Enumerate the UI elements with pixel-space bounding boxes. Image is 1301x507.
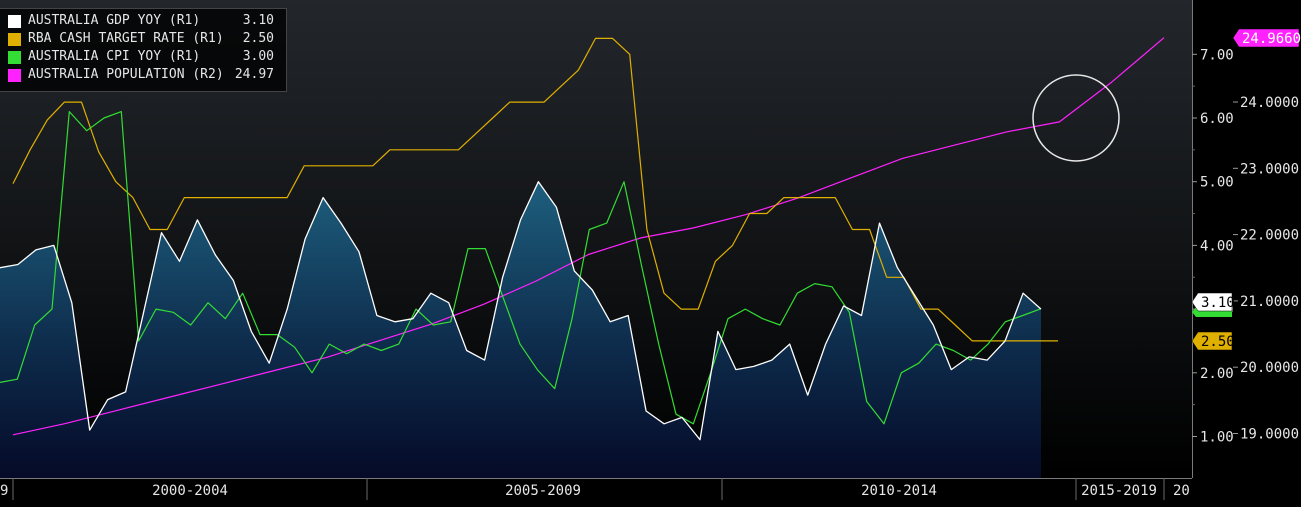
x-tick-label: 2005-2009 — [505, 483, 581, 499]
rba-value-tag: 2.50 — [1191, 331, 1235, 351]
pop-line — [12, 37, 1165, 436]
legend-label: RBA CASH TARGET RATE (R1) — [28, 31, 224, 46]
r1-tick-label: 5.00 — [1200, 175, 1234, 191]
legend-label: AUSTRALIA POPULATION (R2) — [28, 67, 224, 82]
r1-tick-label: 6.00 — [1200, 111, 1234, 127]
r2-tick-label: 20.0000 — [1240, 360, 1299, 376]
gdp-area — [0, 181, 1041, 478]
r2-tick-label: 24.0000 — [1240, 95, 1299, 111]
r1-tick-label: 1.00 — [1200, 430, 1234, 446]
rba-line — [12, 37, 1058, 342]
gdp-value-tag-box — [1191, 292, 1233, 312]
gdp-value-tag-text: 3.10 — [1201, 295, 1235, 311]
x-tick-label: 2000-2004 — [152, 483, 228, 499]
highlight-circle — [1032, 74, 1120, 162]
gdp-swatch — [8, 15, 21, 28]
r1-tick-label: 4.00 — [1200, 238, 1234, 254]
r1-tick-label: 7.00 — [1200, 47, 1234, 63]
legend-item-pop: AUSTRALIA POPULATION (R2) 24.97 — [8, 66, 280, 84]
legend-label: AUSTRALIA GDP YOY (R1) — [28, 13, 201, 28]
x-tick-label: 2015-2019 — [1081, 483, 1157, 499]
cpi-line — [0, 110, 1041, 425]
legend: AUSTRALIA GDP YOY (R1) 3.10 RBA CASH TAR… — [0, 8, 287, 92]
legend-label: AUSTRALIA CPI YOY (R1) — [28, 49, 201, 64]
pop-value-tag-box — [1232, 28, 1300, 48]
pop-value-tag: 24.9660 — [1232, 28, 1301, 48]
gdp-value-tag: 3.10 — [1191, 292, 1235, 312]
r1-tick-label: 2.00 — [1200, 366, 1234, 382]
rba-swatch — [8, 33, 21, 46]
r2-tick-label: 23.0000 — [1240, 161, 1299, 177]
r2-tick-label: 21.0000 — [1240, 294, 1299, 310]
r2-tick-label: 22.0000 — [1240, 228, 1299, 244]
x-edge-label-right: 20 — [1173, 483, 1190, 499]
legend-item-cpi: AUSTRALIA CPI YOY (R1) 3.00 — [8, 48, 280, 66]
legend-value: 24.97 — [234, 67, 274, 82]
pop-value-tag-text: 24.9660 — [1242, 31, 1301, 47]
pop-swatch — [8, 69, 21, 82]
x-edge-label-left: 9 — [0, 483, 8, 499]
legend-value: 2.50 — [242, 31, 274, 46]
x-tick-label: 2010-2014 — [861, 483, 937, 499]
r2-tick-label: 19.0000 — [1240, 427, 1299, 443]
legend-value: 3.00 — [242, 49, 274, 64]
legend-item-gdp: AUSTRALIA GDP YOY (R1) 3.10 — [8, 12, 280, 30]
rba-value-tag-box — [1191, 331, 1233, 351]
gdp-line — [0, 181, 1042, 441]
legend-item-rba: RBA CASH TARGET RATE (R1) 2.50 — [8, 30, 280, 48]
rba-value-tag-text: 2.50 — [1201, 334, 1235, 350]
cpi-swatch — [8, 51, 21, 64]
legend-value: 3.10 — [242, 13, 274, 28]
